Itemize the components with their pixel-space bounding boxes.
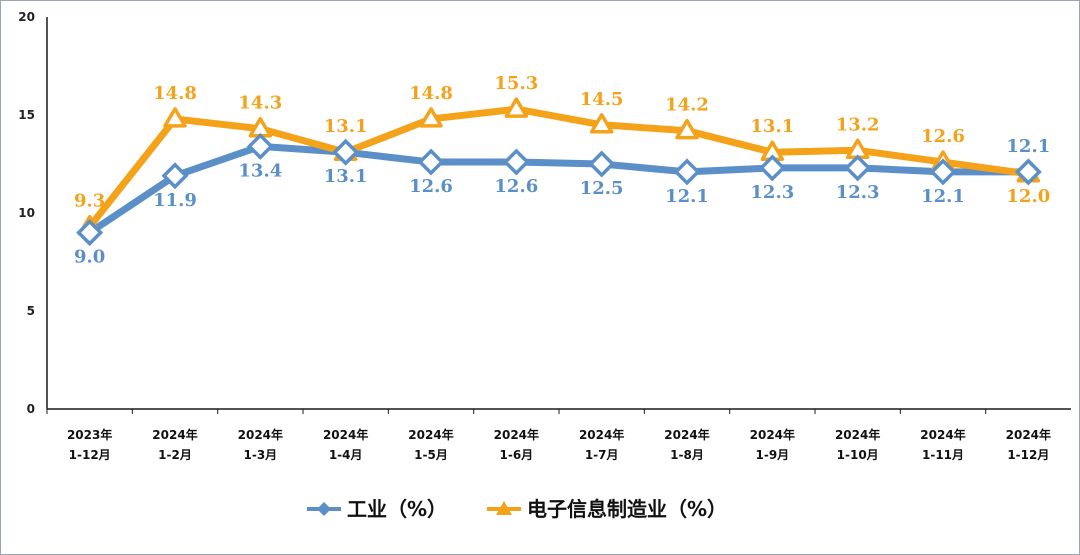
y-tick-label: 20 [18, 10, 35, 24]
axes [46, 17, 1071, 410]
legend-label: 电子信息制造业（%） [527, 497, 727, 521]
diamond-marker [417, 148, 445, 176]
x-category-label-period: 1-10月 [837, 448, 879, 462]
x-category-label-year: 2024年 [920, 427, 965, 442]
diamond-marker [1014, 158, 1042, 186]
x-category-label-year: 2024年 [408, 427, 453, 442]
data-label: 14.3 [238, 93, 282, 114]
data-label: 12.6 [409, 176, 453, 197]
triangle-marker [589, 113, 614, 134]
data-label: 12.6 [921, 126, 965, 147]
data-label: 12.5 [580, 178, 624, 199]
data-label: 13.1 [750, 116, 794, 137]
x-category-label-period: 1-12月 [69, 448, 111, 462]
x-category-label-period: 1-3月 [243, 448, 277, 462]
data-label: 13.4 [238, 160, 282, 181]
x-axis-categories: 2023年 1-12月 2024年 1-2月 2024年 1-3月 2024年 1-4月 202… [46, 409, 1051, 462]
data-label: 12.1 [921, 186, 965, 207]
diamond-marker [929, 158, 957, 186]
y-tick-label: 5 [27, 304, 35, 318]
data-label: 14.8 [153, 83, 197, 104]
series-markers [76, 97, 1042, 247]
data-label: 15.3 [494, 73, 538, 94]
data-label: 12.3 [836, 182, 880, 203]
y-tick-label: 0 [27, 402, 35, 416]
data-label: 14.2 [665, 95, 709, 116]
x-category-label-period: 1-9月 [755, 448, 789, 462]
x-category-label-year: 2024年 [750, 427, 795, 442]
legend-triangle-icon [496, 501, 512, 515]
data-label: 12.0 [1006, 186, 1050, 207]
x-category-label-period: 1-4月 [329, 448, 363, 462]
y-axis-ticks: 0 5 10 15 20 [18, 10, 35, 416]
x-category-label-period: 1-2月 [158, 448, 192, 462]
legend-label: 工业（%） [347, 497, 447, 521]
x-category-label-year: 2023年 [67, 427, 112, 442]
data-label: 14.8 [409, 83, 453, 104]
data-label: 14.5 [580, 89, 624, 110]
diamond-marker [161, 162, 189, 190]
data-label: 9.3 [74, 191, 105, 212]
diamond-marker [502, 148, 530, 176]
data-labels: 9.0 11.9 13.4 13.1 12.6 12.6 12.5 12.1 12.3 12.3 1… [74, 73, 1050, 267]
data-label: 9.0 [74, 247, 105, 268]
x-category-label-year: 2024年 [579, 427, 624, 442]
triangle-marker [504, 97, 529, 118]
x-category-label-year: 2024年 [323, 427, 368, 442]
diamond-marker [758, 154, 786, 182]
data-label: 11.9 [153, 190, 197, 211]
x-category-label-year: 2024年 [664, 427, 709, 442]
triangle-marker [675, 118, 699, 140]
x-category-label-year: 2024年 [152, 427, 197, 442]
diamond-marker [588, 150, 616, 178]
legend: 工业（%） 电子信息制造业（%） [307, 497, 727, 521]
data-label: 12.3 [750, 182, 794, 203]
series-line-0 [86, 142, 1032, 237]
x-category-label-period: 1-7月 [585, 448, 619, 462]
x-category-label-period: 1-12月 [1007, 448, 1049, 462]
data-label: 13.2 [836, 114, 880, 135]
diamond-marker [673, 158, 701, 186]
data-label: 13.1 [324, 116, 368, 137]
series-lines [86, 105, 1032, 237]
x-category-label-year: 2024年 [1006, 427, 1051, 442]
legend-diamond-icon [317, 502, 331, 516]
diamond-marker [76, 219, 104, 247]
data-label: 13.1 [324, 166, 368, 187]
x-category-label-period: 1-8月 [670, 448, 704, 462]
series-line-1 [86, 105, 1032, 231]
x-category-label-period: 1-6月 [499, 448, 533, 462]
x-category-label-period: 1-5月 [414, 448, 448, 462]
triangle-marker [163, 107, 187, 128]
y-tick-label: 15 [18, 108, 35, 122]
data-label: 12.6 [494, 176, 538, 197]
data-label: 12.1 [665, 186, 709, 207]
y-tick-label: 10 [18, 206, 35, 220]
triangle-marker [419, 107, 443, 128]
data-label: 12.1 [1006, 136, 1050, 157]
x-category-label-year: 2024年 [494, 427, 539, 442]
diamond-marker [246, 132, 274, 160]
x-category-label-year: 2024年 [835, 427, 880, 442]
x-category-label-year: 2024年 [238, 427, 283, 442]
diamond-marker [332, 138, 360, 166]
x-category-label-period: 1-11月 [922, 448, 964, 462]
diamond-marker [844, 154, 872, 182]
